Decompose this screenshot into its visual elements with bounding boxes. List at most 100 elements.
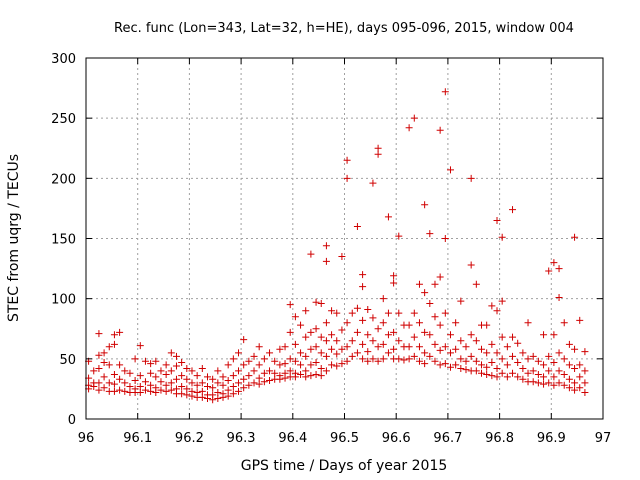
data-point-marker [374,150,382,158]
data-point-marker [410,352,418,360]
data-point-marker [503,373,511,381]
data-point-marker [498,297,506,305]
data-points [85,88,589,404]
data-point-marker [405,355,413,363]
y-tick-label: 200 [51,172,76,187]
data-point-marker [359,271,367,279]
data-point-marker [157,378,165,386]
data-point-marker [405,124,413,132]
data-point-marker [255,343,263,351]
data-point-marker [353,222,361,230]
data-point-marker [369,314,377,322]
data-point-marker [245,357,253,365]
data-point-marker [245,372,253,380]
data-point-marker [255,374,263,382]
data-point-marker [95,364,103,372]
data-point-marker [571,379,579,387]
data-point-marker [136,383,144,391]
data-point-marker [203,395,211,403]
data-point-marker [152,389,160,397]
data-point-marker [302,352,310,360]
data-point-marker [116,375,124,383]
data-point-marker [410,114,418,122]
data-point-marker [540,331,548,339]
data-point-marker [467,331,475,339]
data-point-marker [519,364,527,372]
data-point-marker [302,367,310,375]
data-point-marker [441,360,449,368]
data-point-marker [235,379,243,387]
data-point-marker [307,361,315,369]
data-point-marker [462,343,470,351]
data-point-marker [545,379,553,387]
data-point-marker [498,355,506,363]
data-point-marker [457,337,465,345]
data-point-marker [297,349,305,357]
y-tick-label: 100 [51,293,76,308]
data-point-marker [110,380,118,388]
data-point-marker [514,373,522,381]
data-point-marker [203,383,211,391]
data-point-marker [240,336,248,344]
data-point-marker [457,355,465,363]
data-point-marker [353,349,361,357]
data-point-marker [193,381,201,389]
data-point-marker [359,340,367,348]
data-point-marker [540,361,548,369]
data-point-marker [328,361,336,369]
data-point-marker [245,381,253,389]
x-tick-label: 96.4 [278,431,307,446]
data-point-marker [421,349,429,357]
data-point-marker [312,358,320,366]
data-point-marker [431,357,439,365]
data-point-marker [472,280,480,288]
data-point-marker [483,370,491,378]
data-point-marker [322,257,330,265]
data-point-marker [421,289,429,297]
data-point-marker [188,392,196,400]
data-point-marker [441,343,449,351]
data-point-marker [131,355,139,363]
data-point-marker [162,370,170,378]
data-point-marker [452,319,460,327]
data-point-marker [524,369,532,377]
data-point-marker [571,364,579,372]
data-point-marker [95,379,103,387]
data-point-marker [183,391,191,399]
data-point-marker [224,376,232,384]
data-point-marker [560,355,568,363]
data-point-marker [162,361,170,369]
data-point-marker [219,393,227,401]
data-point-marker [214,395,222,403]
data-point-marker [452,345,460,353]
data-point-marker [571,386,579,394]
data-point-marker [333,309,341,317]
data-point-marker [141,386,149,394]
data-point-marker [369,179,377,187]
data-point-marker [317,364,325,372]
data-point-marker [302,333,310,341]
data-point-marker [374,325,382,333]
x-tick-label: 96.7 [433,431,462,446]
data-point-marker [415,343,423,351]
y-tick-labels: 0 50 100 150 200 250 300 [51,52,76,428]
data-point-marker [307,345,315,353]
data-point-marker [322,319,330,327]
data-point-marker [581,348,589,356]
data-point-marker [524,355,532,363]
data-point-marker [405,321,413,329]
data-point-marker [529,378,537,386]
y-tick-label: 50 [59,353,76,368]
data-point-marker [503,361,511,369]
data-point-marker [157,386,165,394]
data-point-marker [384,213,392,221]
data-point-marker [214,389,222,397]
data-point-marker [281,360,289,368]
data-point-marker [183,385,191,393]
data-point-marker [472,337,480,345]
data-point-marker [348,337,356,345]
data-point-marker [255,361,263,369]
data-point-marker [565,375,573,383]
data-point-marker [550,381,558,389]
data-point-marker [534,357,542,365]
